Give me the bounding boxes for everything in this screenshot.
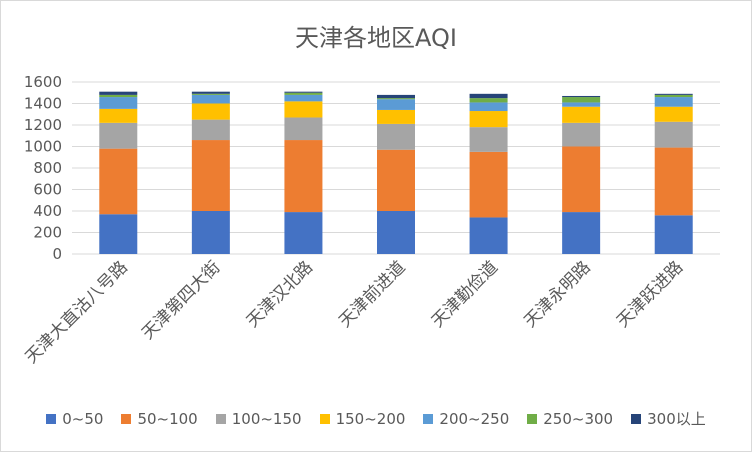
bar-segment [99, 97, 137, 109]
x-tick-label: 天津前进道 [335, 257, 409, 331]
bar-segment [377, 95, 415, 98]
bar-segment [377, 98, 415, 99]
bar-segment [192, 94, 230, 95]
y-tick-label: 200 [33, 224, 62, 242]
bar-segment [99, 149, 137, 215]
bar-segment [192, 120, 230, 140]
bar-segment [377, 150, 415, 211]
legend-item: 100~150 [216, 408, 302, 429]
legend-item: 200~250 [423, 408, 509, 429]
bar-segment [655, 148, 693, 216]
bar-segment [562, 212, 600, 254]
bar-segment [655, 107, 693, 122]
x-tick-label: 天津勤俭道 [428, 257, 502, 331]
bar-segment [655, 97, 693, 107]
y-tick-label: 600 [33, 181, 62, 199]
legend-swatch [631, 414, 641, 424]
bar-segment [284, 101, 322, 117]
legend-swatch [121, 414, 131, 424]
bar-segment [284, 117, 322, 140]
x-tick-label: 天津汉北路 [243, 257, 317, 331]
bar-segment [99, 123, 137, 149]
bar-segment [562, 97, 600, 102]
bar-segment [192, 95, 230, 104]
bar-segment [192, 92, 230, 94]
bar-segment [562, 123, 600, 147]
bar-segment [99, 95, 137, 97]
bar-segment [99, 109, 137, 123]
bar-segment [377, 110, 415, 124]
bar-segment [470, 94, 508, 98]
bar-segment [284, 140, 322, 212]
x-tick-label: 天津永明路 [520, 257, 594, 331]
legend-label: 150~200 [336, 410, 406, 428]
bar-segment [99, 92, 137, 95]
bar-segment [655, 95, 693, 97]
bar-segment [470, 217, 508, 254]
legend-item: 250~300 [527, 408, 613, 429]
legend-swatch [46, 414, 56, 424]
bar-segment [470, 98, 508, 102]
legend-label: 200~250 [439, 410, 509, 428]
bar-segment [284, 92, 322, 93]
bar-segment [655, 94, 693, 95]
bar-segment [192, 104, 230, 120]
legend-label: 50~100 [137, 410, 197, 428]
bar-segment [377, 99, 415, 110]
legend-label: 100~150 [232, 410, 302, 428]
bar-segment [562, 102, 600, 106]
legend-label: 0~50 [62, 410, 103, 428]
legend-item: 50~100 [121, 408, 197, 429]
y-tick-label: 1000 [24, 138, 62, 156]
y-tick-label: 800 [33, 159, 62, 177]
legend: 0~50 50~100 100~150 150~200 200~250 250~300 30… [0, 408, 752, 429]
y-tick-label: 0 [52, 245, 62, 263]
y-tick-label: 1600 [24, 73, 62, 91]
legend-swatch [527, 414, 537, 424]
x-tick-label: 天津第四大街 [138, 257, 224, 343]
bar-segment [655, 122, 693, 148]
legend-label: 250~300 [543, 410, 613, 428]
y-tick-label: 400 [33, 202, 62, 220]
legend-item: 0~50 [46, 408, 103, 429]
bar-segment [562, 147, 600, 213]
bar-segment [655, 215, 693, 254]
bar-segment [377, 124, 415, 150]
bar-segment [192, 140, 230, 211]
legend-swatch [320, 414, 330, 424]
bar-segment [284, 93, 322, 95]
bar-segment [470, 152, 508, 218]
legend-swatch [423, 414, 433, 424]
legend-item: 150~200 [320, 408, 406, 429]
bar-segment [470, 127, 508, 152]
bar-segment [377, 211, 415, 254]
bar-segment [470, 111, 508, 127]
y-tick-label: 1400 [24, 95, 62, 113]
x-tick-label: 天津大直沽八号路 [22, 257, 132, 367]
bar-segment [562, 107, 600, 123]
y-tick-label: 1200 [24, 116, 62, 134]
legend-label: 300以上 [647, 408, 706, 429]
bar-segment [99, 214, 137, 254]
bar-segment [192, 211, 230, 254]
legend-item: 300以上 [631, 408, 706, 429]
bar-segment [470, 102, 508, 111]
legend-swatch [216, 414, 226, 424]
bar-segment [284, 212, 322, 254]
bar-segment [562, 96, 600, 97]
x-tick-label: 天津跃进路 [613, 257, 687, 331]
bar-segment [284, 95, 322, 101]
